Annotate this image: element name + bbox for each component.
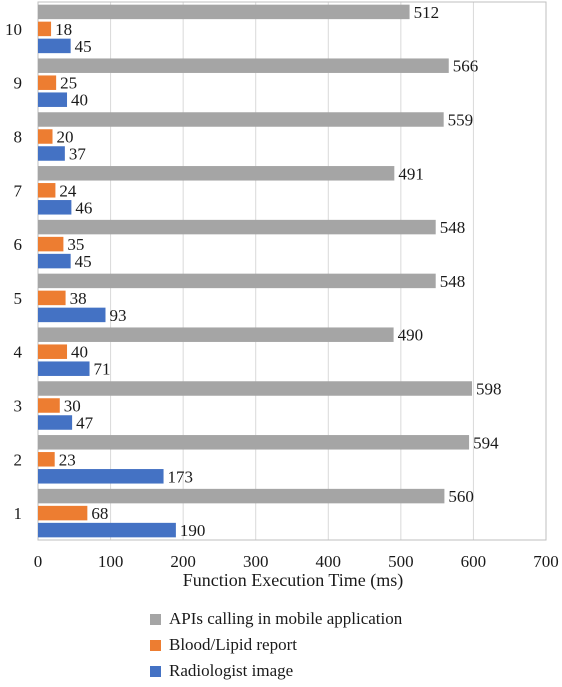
y-tick-label: 7 — [14, 181, 23, 200]
y-tick-label: 3 — [14, 397, 23, 416]
bar — [38, 488, 445, 504]
data-label: 559 — [448, 111, 474, 130]
bar — [38, 21, 52, 37]
bar — [38, 183, 56, 198]
data-label: 566 — [453, 57, 479, 76]
bar — [38, 236, 64, 252]
bar — [38, 253, 71, 269]
data-label: 47 — [76, 414, 94, 433]
data-label: 491 — [398, 164, 424, 183]
legend: APIs calling in mobile application Blood/… — [150, 606, 402, 684]
bar — [38, 92, 68, 107]
data-label: 30 — [64, 397, 81, 416]
data-label: 18 — [55, 20, 72, 39]
bar — [38, 219, 436, 235]
data-label: 68 — [91, 504, 108, 523]
data-label: 40 — [71, 91, 88, 110]
y-tick-label: 10 — [5, 20, 22, 39]
data-label: 548 — [440, 218, 466, 237]
x-axis-title: Function Execution Time (ms) — [183, 570, 404, 591]
bar — [38, 273, 436, 289]
bar — [38, 505, 88, 521]
data-label: 37 — [69, 145, 87, 164]
data-label: 548 — [440, 272, 466, 291]
data-label: 45 — [75, 252, 92, 271]
y-tick-label: 9 — [14, 74, 23, 93]
y-tick-label: 6 — [14, 235, 23, 254]
data-label: 93 — [109, 306, 126, 325]
data-label: 35 — [67, 235, 84, 254]
data-label: 490 — [398, 326, 424, 345]
bar — [38, 75, 57, 90]
data-label: 598 — [476, 380, 502, 399]
legend-label: APIs calling in mobile application — [169, 609, 403, 628]
x-tick-label: 0 — [34, 552, 43, 571]
data-label: 594 — [473, 433, 499, 452]
bar — [38, 344, 68, 359]
data-label: 20 — [57, 128, 74, 147]
bars — [38, 4, 472, 538]
bar — [38, 38, 71, 54]
y-tick-label: 4 — [14, 343, 23, 362]
data-label: 24 — [59, 181, 77, 200]
legend-label: Blood/Lipid report — [169, 635, 297, 654]
data-label: 40 — [71, 343, 88, 362]
bar — [38, 398, 60, 413]
bar — [38, 200, 72, 215]
legend-item: Radiologist image — [150, 658, 402, 684]
y-tick-label: 5 — [14, 289, 23, 308]
bar — [38, 415, 73, 430]
legend-item: Blood/Lipid report — [150, 632, 402, 658]
y-tick-label: 2 — [14, 450, 23, 469]
bar — [38, 361, 90, 376]
data-label: 512 — [414, 3, 440, 22]
data-label: 190 — [180, 521, 206, 540]
y-tick-label: 1 — [14, 504, 23, 523]
data-label: 71 — [94, 360, 111, 379]
legend-label: Radiologist image — [169, 661, 294, 680]
bar — [38, 146, 65, 161]
data-label: 38 — [70, 289, 87, 308]
data-label: 173 — [168, 467, 194, 486]
x-tick-label: 100 — [98, 552, 124, 571]
x-tick-label: 600 — [461, 552, 487, 571]
x-tick-label: 500 — [388, 552, 414, 571]
x-tick-label: 400 — [316, 552, 342, 571]
bar — [38, 522, 176, 538]
legend-swatch — [150, 639, 161, 651]
bar — [38, 381, 472, 396]
bar — [38, 4, 410, 20]
y-tick-label: 8 — [14, 128, 23, 147]
bar-chart: 5606819059423173598304749040715483893548… — [5, 1, 559, 591]
bar — [38, 435, 470, 450]
legend-item: APIs calling in mobile application — [150, 606, 402, 632]
data-label: 25 — [60, 74, 77, 93]
bar — [38, 327, 394, 342]
legend-swatch — [150, 665, 161, 677]
bar — [38, 452, 55, 467]
x-tick-label: 200 — [170, 552, 196, 571]
bar — [38, 307, 106, 323]
plot-border — [37, 1, 547, 541]
bar — [38, 58, 449, 73]
data-label: 46 — [75, 198, 92, 217]
x-tick-labels: 0 100 200 300 400 500 600 700 — [34, 552, 559, 571]
legend-swatch — [150, 613, 161, 625]
bar — [38, 129, 53, 144]
y-tick-labels: 1 2 3 4 5 6 7 8 9 10 — [5, 20, 23, 523]
gridlines — [37, 1, 547, 541]
data-label: 560 — [448, 487, 474, 506]
data-label: 45 — [75, 37, 92, 56]
bar — [38, 290, 66, 306]
x-tick-label: 300 — [243, 552, 269, 571]
x-tick-label: 700 — [533, 552, 559, 571]
bar — [38, 469, 164, 484]
bar — [38, 166, 395, 181]
bar — [38, 112, 444, 127]
data-label: 23 — [59, 450, 76, 469]
